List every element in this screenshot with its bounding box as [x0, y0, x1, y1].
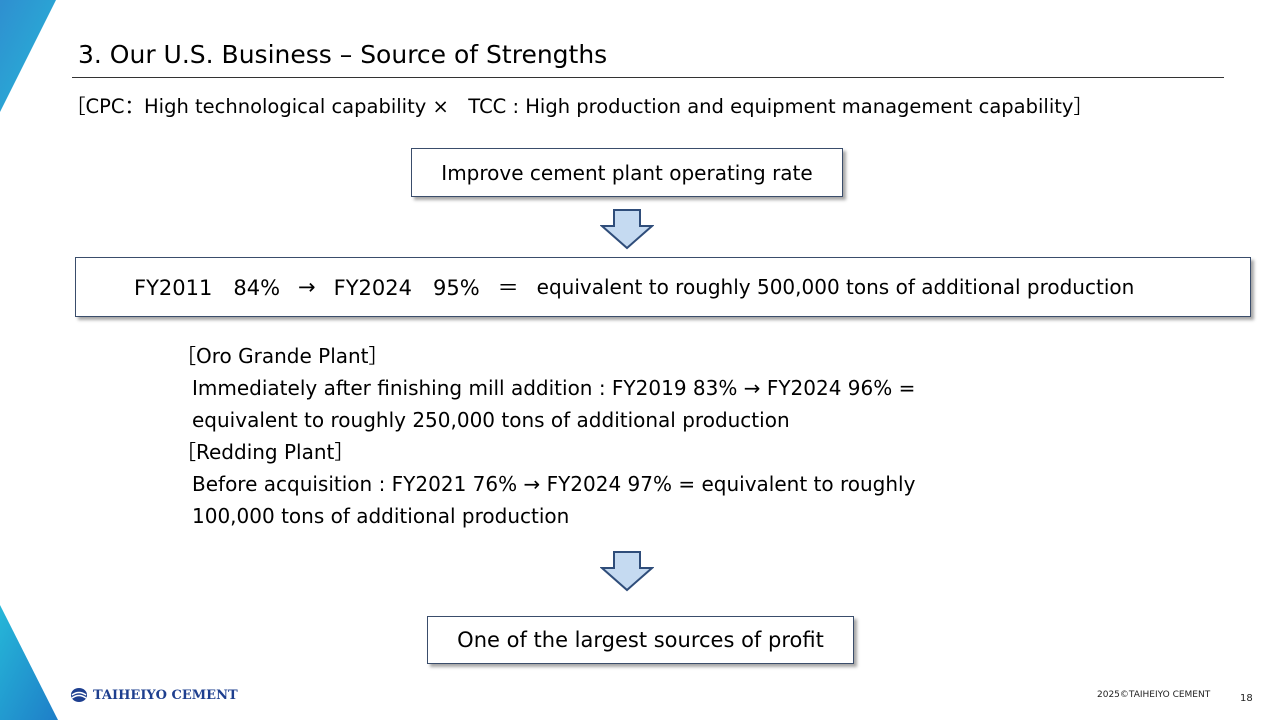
oro-grande-line-2: equivalent to roughly 250,000 tons of ad… [192, 408, 790, 432]
company-logo: TAIHEIYO CEMENT [70, 687, 238, 703]
redding-line-1: Before acquisition : FY2021 76% → FY2024… [192, 472, 916, 496]
page-title: 3. Our U.S. Business – Source of Strengt… [78, 40, 608, 69]
redding-heading: ［Redding Plant］ [176, 440, 355, 464]
down-arrow-icon [600, 209, 654, 250]
operating-rate-text: Improve cement plant operating rate [441, 160, 813, 185]
oro-grande-heading: ［Oro Grande Plant］ [176, 344, 389, 368]
copyright-text: 2025©TAIHEIYO CEMENT [1097, 690, 1211, 700]
profit-source-box: One of the largest sources of profit [427, 616, 854, 664]
plant-details: ［Oro Grande Plant］ Immediately after fin… [176, 340, 915, 532]
page-number: 18 [1240, 693, 1253, 704]
taiheiyo-logo-icon [71, 688, 87, 702]
title-underline [72, 77, 1224, 78]
corner-decoration-top-left [0, 0, 56, 112]
fy2024-rate: FY2024 95% [333, 276, 480, 300]
redding-line-2: 100,000 tons of additional production [192, 504, 570, 528]
production-increase-box: FY2011 84% → FY2024 95% ＝ equivalent to … [75, 257, 1251, 317]
profit-source-text: One of the largest sources of profit [457, 628, 824, 652]
logo-text: TAIHEIYO CEMENT [93, 687, 238, 703]
equals-sign: ＝ [497, 276, 519, 300]
down-arrow-icon [600, 551, 654, 592]
corner-decoration-bottom-left [0, 605, 58, 720]
operating-rate-box: Improve cement plant operating rate [411, 148, 843, 197]
rate-arrow: → [298, 275, 316, 299]
page-subtitle: ［CPC：High technological capability × TCC… [66, 95, 1093, 118]
oro-grande-line-1: Immediately after finishing mill additio… [192, 376, 916, 400]
production-equivalent-text: equivalent to roughly 500,000 tons of ad… [536, 275, 1135, 299]
fy2011-rate: FY2011 84% [134, 276, 281, 300]
